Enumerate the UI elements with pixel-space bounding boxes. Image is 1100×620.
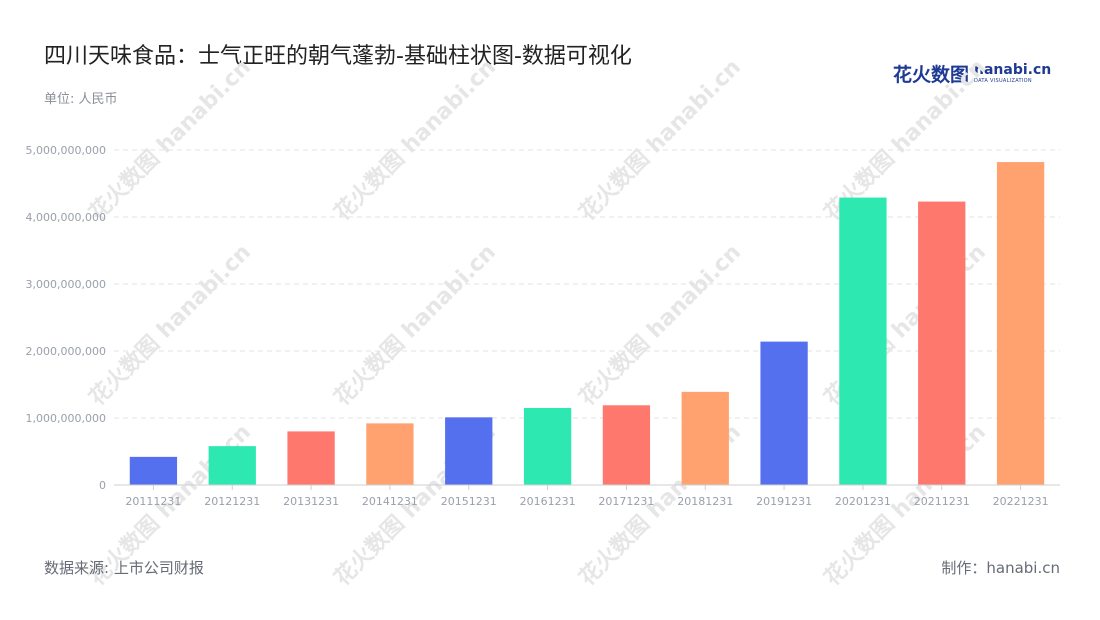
logo-sub-text: DATA VISUALIZATION: [974, 78, 1032, 84]
x-axis: 20111231 20121231 20131231 20141231 20151231…: [114, 484, 1060, 508]
x-tick-label: 20111231: [125, 495, 181, 508]
watermark-text: 花火数图 hanabi.cn: [574, 239, 746, 411]
x-tick-label: 20191231: [756, 495, 812, 508]
credit: 制作：hanabi.cn: [941, 559, 1060, 577]
x-tick-label: 20211231: [914, 495, 970, 508]
bar-20131231: [287, 431, 335, 485]
y-tick-label: 0: [99, 479, 106, 492]
x-tick-label: 20121231: [204, 495, 260, 508]
watermark-text: 花火数图 hanabi.cn: [574, 54, 746, 226]
unit-label: 单位: 人民币: [44, 92, 118, 107]
watermark-text: 花火数图 hanabi.cn: [84, 239, 256, 411]
x-tick-label: 20221231: [993, 495, 1049, 508]
bar-20191231: [760, 341, 808, 485]
watermark-text: 花火数图 hanabi.cn: [84, 54, 256, 226]
bar-20221231: [996, 162, 1045, 485]
y-tick-label: 5,000,000,000: [26, 144, 106, 157]
x-tick-label: 20201231: [835, 495, 891, 508]
y-tick-label: 1,000,000,000: [26, 412, 106, 425]
logo-en-block: hanabi.cn DATA VISUALIZATION: [974, 63, 1051, 84]
bar-20211231: [918, 201, 966, 485]
bar-series: [129, 162, 1045, 485]
x-tick-label: 20161231: [520, 495, 576, 508]
watermark-text: 花火数图 hanabi.cn: [329, 54, 501, 226]
y-tick-label: 3,000,000,000: [26, 278, 106, 291]
x-tick-label: 20151231: [441, 495, 497, 508]
bar-20121231: [208, 446, 256, 485]
x-tick-label: 20181231: [677, 495, 733, 508]
bar-20111231: [129, 456, 178, 485]
y-tick-label: 4,000,000,000: [26, 211, 106, 224]
logo-en-text: hanabi.cn: [974, 62, 1052, 78]
logo-cn-text: 花火数图: [893, 64, 970, 86]
y-tick-label: 2,000,000,000: [26, 345, 106, 358]
bar-20201231: [839, 197, 887, 485]
chart-title: 四川天味食品：士气正旺的朝气蓬勃-基础柱状图-数据可视化: [44, 44, 632, 69]
x-tick-label: 20131231: [283, 495, 339, 508]
bar-20161231: [523, 407, 572, 485]
bar-20181231: [681, 391, 729, 485]
bar-20151231: [445, 417, 493, 485]
y-axis: 0 1,000,000,000 2,000,000,000 3,000,000,000…: [26, 144, 106, 492]
bar-20171231: [602, 405, 651, 485]
data-source: 数据来源: 上市公司财报: [44, 559, 204, 577]
bar-20141231: [366, 423, 414, 485]
x-tick-label: 20141231: [362, 495, 418, 508]
grid-lines: [114, 149, 1060, 419]
x-tick-label: 20171231: [598, 495, 654, 508]
watermark-text: 花火数图 hanabi.cn: [329, 239, 501, 411]
brand-logo: 花火数图 hanabi.cn DATA VISUALIZATION: [893, 60, 1051, 87]
